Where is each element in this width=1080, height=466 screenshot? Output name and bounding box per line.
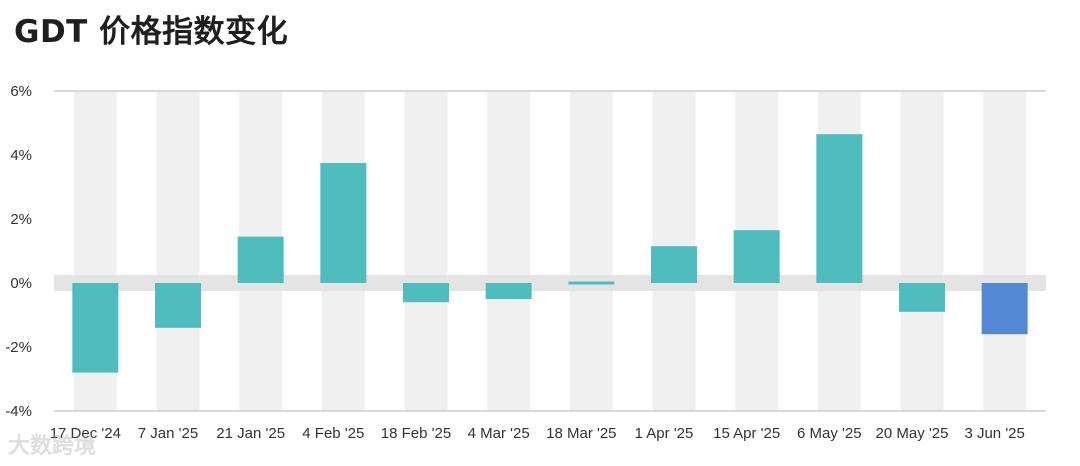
watermark: 大数跨境 — [8, 434, 97, 459]
column-band — [404, 91, 448, 411]
x-tick-label: 18 Mar '25 — [546, 425, 616, 442]
bar — [320, 163, 367, 283]
x-tick-label: 6 May '25 — [797, 425, 862, 442]
x-tick-label: 7 Jan '25 — [138, 425, 198, 442]
x-tick-label: 1 Apr '25 — [635, 425, 694, 442]
bar — [237, 236, 284, 283]
column-band — [487, 91, 531, 411]
x-tick-label: 21 Jan '25 — [216, 425, 285, 442]
y-tick-label: 2% — [10, 211, 32, 228]
x-tick-label: 17 Dec '24 — [50, 425, 121, 442]
bar — [568, 281, 615, 285]
bar — [485, 283, 532, 299]
bar — [155, 283, 201, 328]
zero-band-rect — [54, 275, 1046, 291]
column-band — [569, 91, 613, 411]
column-bands — [73, 91, 1027, 411]
bar — [403, 283, 449, 303]
y-tick-label: 6% — [10, 83, 32, 100]
x-axis: 17 Dec '24 7 Jan '25 21 Jan '25 4 Feb '25 18… — [50, 425, 1025, 442]
x-tick-label: 4 Mar '25 — [468, 425, 530, 442]
bars — [72, 134, 1028, 373]
bar — [733, 230, 780, 283]
zero-band — [54, 275, 1046, 291]
y-tick-label: -4% — [5, 403, 32, 420]
bar — [816, 134, 863, 283]
column-band — [900, 91, 944, 411]
bar — [899, 283, 945, 312]
y-axis: -4% -2% 0% 2% 4% 6% — [5, 83, 32, 420]
column-band — [156, 91, 200, 411]
bar — [981, 283, 1028, 335]
column-band — [983, 91, 1027, 411]
x-tick-label: 15 Apr '25 — [713, 425, 780, 442]
x-tick-label: 4 Feb '25 — [302, 425, 364, 442]
gridlines — [54, 90, 1046, 412]
x-tick-label: 18 Feb '25 — [381, 425, 451, 442]
y-tick-label: 4% — [10, 147, 32, 164]
bar — [72, 283, 119, 373]
bar — [651, 246, 697, 283]
x-tick-label: 20 May '25 — [876, 425, 949, 442]
y-tick-label: -2% — [5, 339, 32, 356]
x-tick-label: 3 Jun '25 — [964, 425, 1024, 442]
y-tick-label: 0% — [10, 275, 32, 292]
chart-title: GDT 价格指数变化 — [14, 14, 289, 50]
